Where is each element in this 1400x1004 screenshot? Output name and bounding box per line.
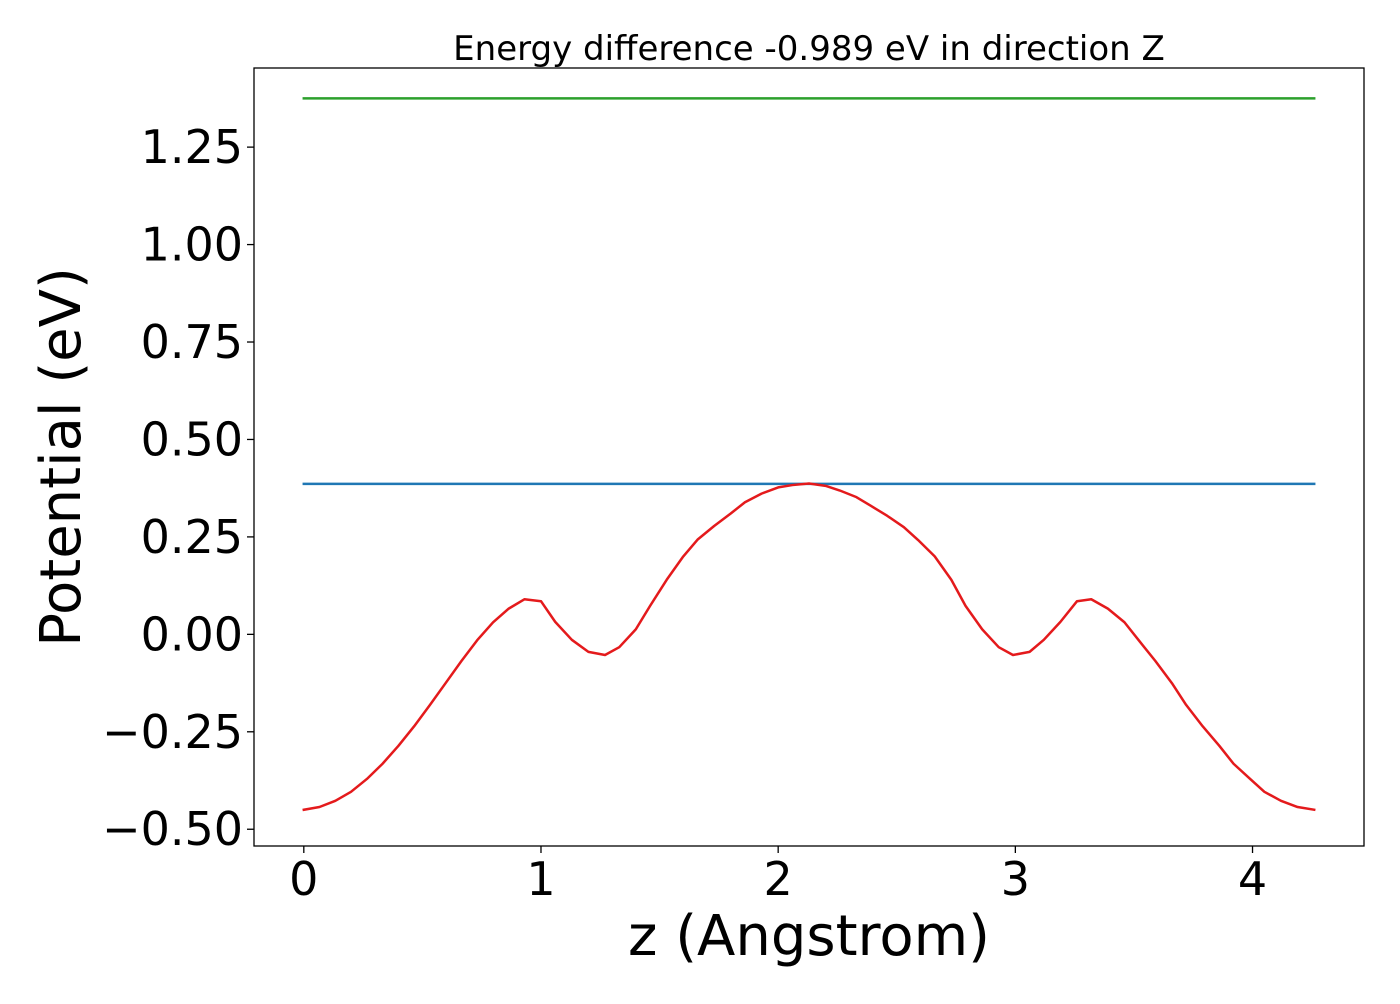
- y-tick-label: 0.25: [141, 510, 243, 564]
- y-tick-label: 1.25: [141, 120, 243, 174]
- y-tick-label: 1.00: [141, 218, 243, 272]
- y-axis-label: Potential (eV): [29, 267, 94, 647]
- x-tick-label: 1: [526, 852, 555, 906]
- series-line-2: [302, 482, 1316, 812]
- x-tick-label: 2: [764, 852, 793, 906]
- y-tick-label: 0.50: [141, 412, 243, 466]
- plot-area-frame: [253, 67, 1365, 847]
- y-axis: −0.50 −0.25 0.00 0.25 0.50 0.75 1.00 1.25: [102, 120, 254, 856]
- y-tick-label: −0.50: [102, 802, 243, 856]
- y-tick-label: −0.25: [102, 705, 243, 759]
- x-tick-label: 0: [289, 852, 318, 906]
- x-axis-label: z (Angstrom): [628, 904, 990, 969]
- x-tick-label: 3: [1001, 852, 1030, 906]
- x-tick-label: 4: [1238, 852, 1267, 906]
- y-tick-label: 0.75: [141, 315, 243, 369]
- x-axis: 0 1 2 3 4: [289, 846, 1267, 906]
- chart-title: Energy difference -0.989 eV in direction…: [453, 29, 1165, 69]
- y-tick-label: 0.00: [141, 607, 243, 661]
- series-layer: [302, 97, 1316, 812]
